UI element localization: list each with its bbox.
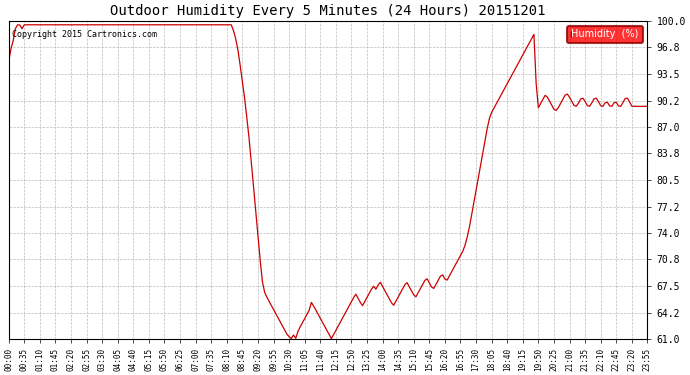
Legend: Humidity  (%): Humidity (%) xyxy=(567,26,642,44)
Title: Outdoor Humidity Every 5 Minutes (24 Hours) 20151201: Outdoor Humidity Every 5 Minutes (24 Hou… xyxy=(110,4,546,18)
Text: Copyright 2015 Cartronics.com: Copyright 2015 Cartronics.com xyxy=(12,30,157,39)
